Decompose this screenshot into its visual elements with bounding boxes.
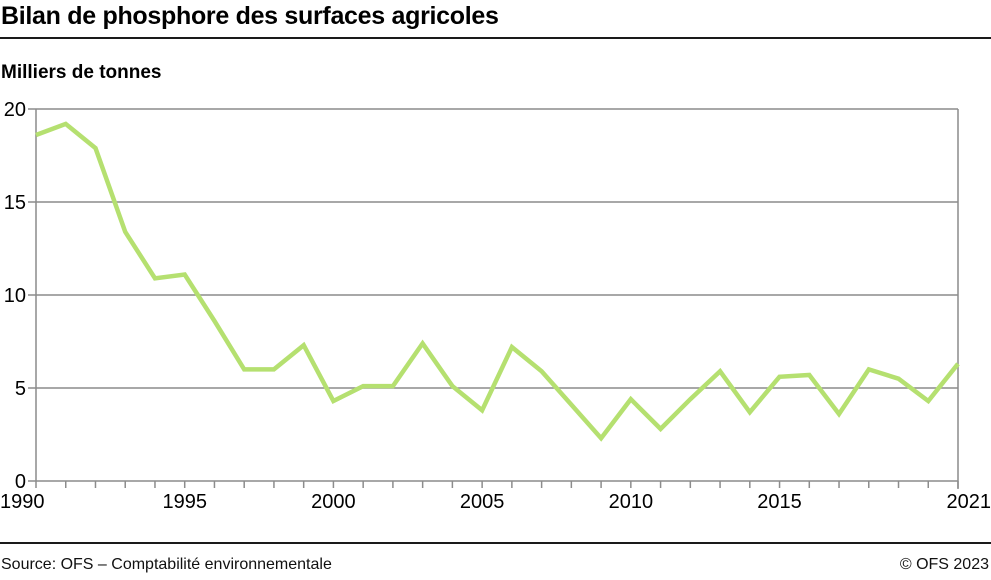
footer-divider <box>0 542 991 544</box>
x-tick-label: 2010 <box>609 491 654 513</box>
x-tick-label: 2015 <box>757 491 802 513</box>
x-tick-label: 2021 <box>947 491 991 513</box>
x-tick-label: 1995 <box>162 491 207 513</box>
y-tick-label: 0 <box>15 471 26 493</box>
x-tick-label: 2000 <box>311 491 356 513</box>
data-line <box>35 121 960 442</box>
x-tick-label: 2005 <box>460 491 505 513</box>
source-note: Source: OFS – Comptabilité environnement… <box>1 556 332 573</box>
copyright-note: © OFS 2023 <box>899 556 989 573</box>
y-tick-label: 15 <box>4 192 26 214</box>
y-tick-label: 10 <box>4 285 26 307</box>
y-tick-label: 5 <box>15 378 26 400</box>
grid-lines <box>28 108 958 482</box>
x-axis-ticks <box>35 481 959 488</box>
axes <box>35 109 959 489</box>
chart-title: Bilan de phosphore des surfaces agricole… <box>1 2 499 30</box>
y-axis-tick-labels: 0 5 10 15 20 <box>4 99 26 493</box>
y-tick-label: 20 <box>4 99 26 121</box>
x-axis-tick-labels: 1990 1995 2000 2005 2010 2015 2021 <box>0 491 991 513</box>
x-tick-label: 1990 <box>0 491 45 513</box>
title-divider <box>0 37 991 39</box>
y-axis-unit-label: Milliers de tonnes <box>1 62 162 83</box>
